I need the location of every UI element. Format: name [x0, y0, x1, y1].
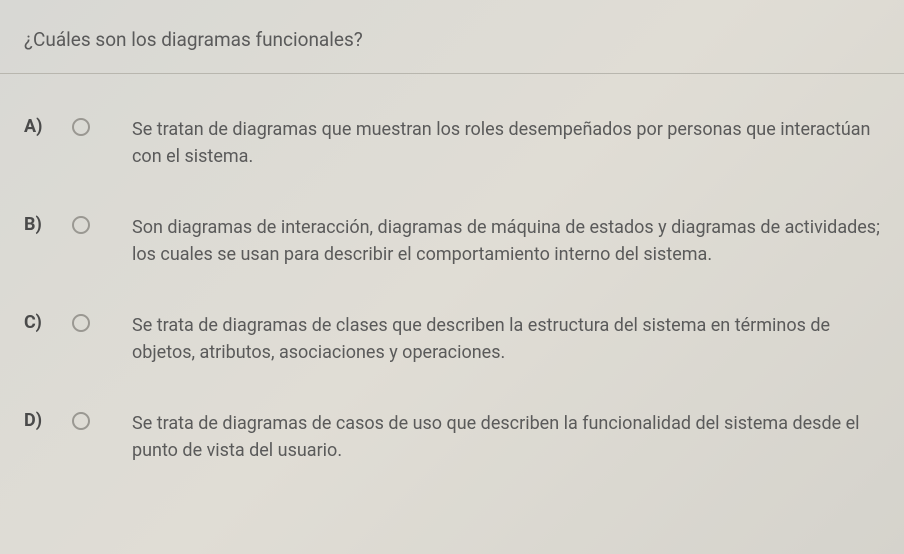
radio-wrapper-c: [72, 312, 96, 332]
radio-button-c[interactable]: [72, 314, 90, 332]
question-header: ¿Cuáles son los diagramas funcionales?: [0, 0, 904, 74]
radio-wrapper-b: [72, 214, 96, 234]
option-row-b[interactable]: B) Son diagramas de interacción, diagram…: [24, 192, 880, 290]
option-label-a: A): [24, 116, 52, 137]
radio-wrapper-a: [72, 116, 96, 136]
radio-button-d[interactable]: [72, 412, 90, 430]
option-text-a: Se tratan de diagramas que muestran los …: [116, 116, 880, 170]
option-text-b: Son diagramas de interacción, diagramas …: [116, 214, 880, 268]
option-label-d: D): [24, 410, 52, 431]
option-row-d[interactable]: D) Se trata de diagramas de casos de uso…: [24, 388, 880, 486]
option-text-d: Se trata de diagramas de casos de uso qu…: [116, 410, 880, 464]
option-label-c: C): [24, 312, 52, 333]
options-container: A) Se tratan de diagramas que muestran l…: [0, 74, 904, 486]
radio-button-a[interactable]: [72, 118, 90, 136]
option-row-a[interactable]: A) Se tratan de diagramas que muestran l…: [24, 94, 880, 192]
option-text-c: Se trata de diagramas de clases que desc…: [116, 312, 880, 366]
radio-wrapper-d: [72, 410, 96, 430]
radio-button-b[interactable]: [72, 216, 90, 234]
option-row-c[interactable]: C) Se trata de diagramas de clases que d…: [24, 290, 880, 388]
option-label-b: B): [24, 214, 52, 235]
question-text: ¿Cuáles son los diagramas funcionales?: [24, 28, 880, 51]
